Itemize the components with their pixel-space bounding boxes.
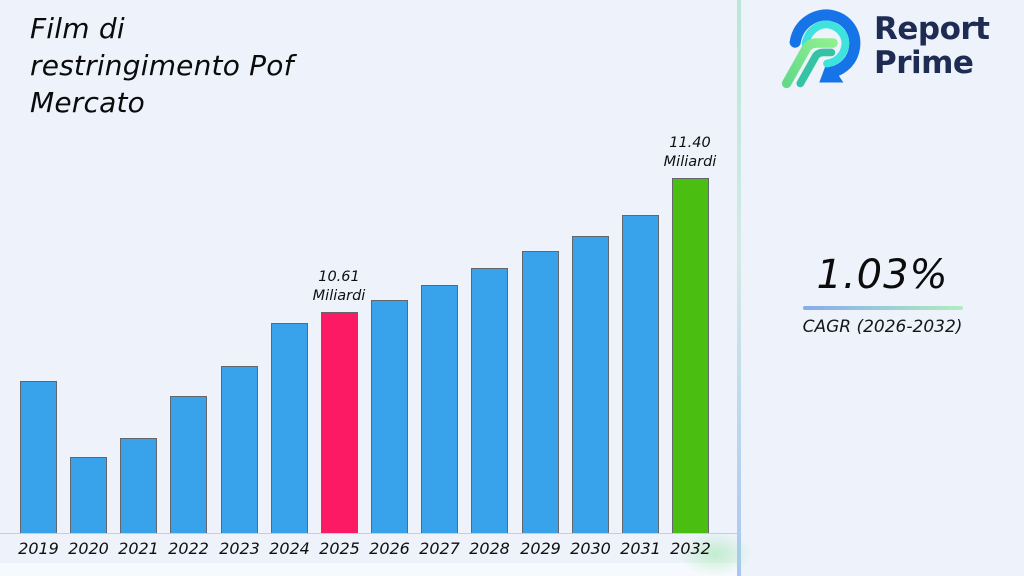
bar-2025 bbox=[321, 312, 358, 533]
bar-2030 bbox=[572, 236, 609, 533]
bar-2028 bbox=[471, 268, 508, 533]
vertical-divider bbox=[737, 0, 741, 576]
cagr-value: 1.03% bbox=[816, 252, 949, 298]
x-tick-2019: 2019 bbox=[18, 539, 59, 558]
x-tick-2026: 2026 bbox=[369, 539, 410, 558]
bar-2020 bbox=[70, 457, 107, 533]
x-tick-2024: 2024 bbox=[269, 539, 310, 558]
cagr-underline-decoration bbox=[802, 306, 963, 310]
report-prime-logo-icon bbox=[781, 9, 861, 89]
x-tick-2027: 2027 bbox=[419, 539, 460, 558]
x-tick-2030: 2030 bbox=[570, 539, 611, 558]
x-tick-2025: 2025 bbox=[319, 539, 360, 558]
bar-2021 bbox=[120, 438, 157, 533]
bar-2026 bbox=[371, 300, 408, 533]
bottom-strip bbox=[0, 563, 737, 576]
brand-name-line1: Report bbox=[874, 11, 990, 47]
bar-2024 bbox=[271, 323, 308, 533]
cagr-label: CAGR (2026-2032) bbox=[802, 317, 963, 337]
green-glow-decoration bbox=[678, 532, 752, 576]
page-title: Film di restringimento Pof Mercato bbox=[30, 12, 294, 119]
brand-name: Report Prime bbox=[874, 12, 990, 80]
bar-2029 bbox=[522, 251, 559, 533]
value-annotation-2025: 10.61 Miliardi bbox=[312, 269, 366, 304]
x-tick-2020: 2020 bbox=[68, 539, 109, 558]
brand-logo: Report Prime bbox=[778, 6, 990, 92]
value-annotation-2032: 11.40 Miliardi bbox=[663, 135, 717, 170]
x-tick-2022: 2022 bbox=[168, 539, 209, 558]
bar-2022 bbox=[170, 396, 207, 533]
x-tick-2031: 2031 bbox=[620, 539, 661, 558]
bar-2031 bbox=[622, 215, 659, 533]
x-tick-2023: 2023 bbox=[219, 539, 260, 558]
brand-name-line2: Prime bbox=[874, 45, 974, 81]
cagr-panel: 1.03% CAGR (2026-2032) bbox=[741, 252, 1024, 337]
x-tick-2029: 2029 bbox=[520, 539, 561, 558]
x-tick-2032: 2032 bbox=[670, 539, 711, 558]
bar-2027 bbox=[421, 285, 458, 533]
bar-2032 bbox=[672, 178, 709, 533]
x-axis-line bbox=[0, 533, 737, 534]
x-tick-2021: 2021 bbox=[118, 539, 159, 558]
bar-2019 bbox=[20, 381, 57, 533]
bar-2023 bbox=[221, 366, 258, 533]
x-tick-2028: 2028 bbox=[469, 539, 510, 558]
